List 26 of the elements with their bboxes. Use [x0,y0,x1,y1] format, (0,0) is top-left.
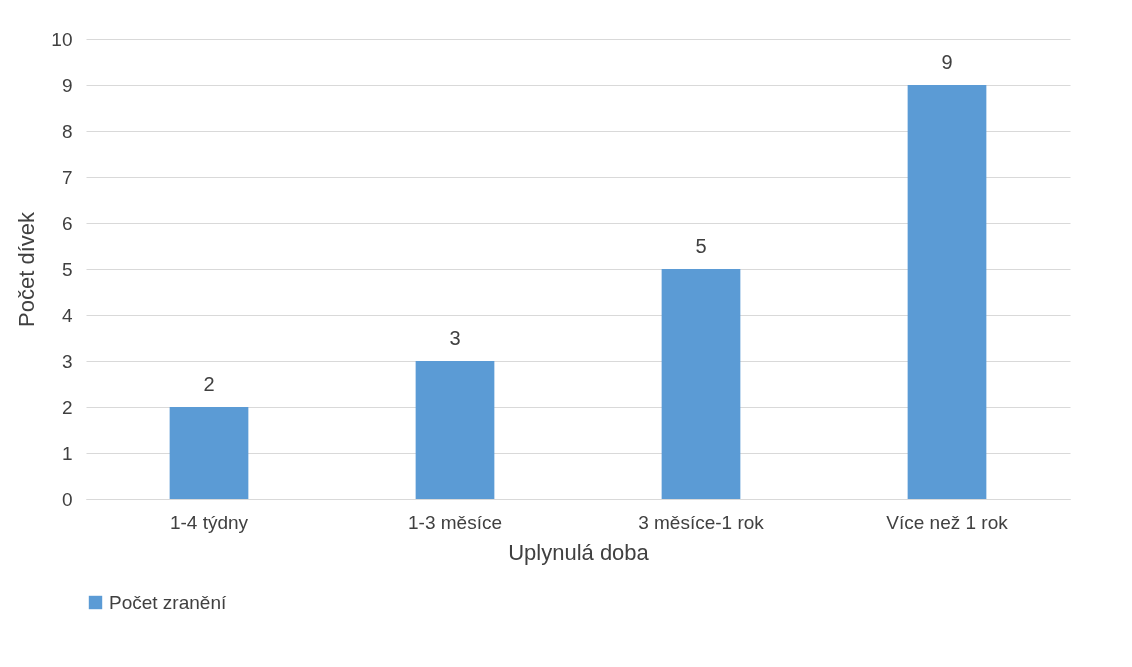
data-label: 2 [203,373,215,395]
y-tick-label: 2 [61,396,73,418]
y-tick-label: 4 [61,304,73,326]
legend-label: Počet zranění [109,591,227,613]
x-tick-label: 1-3 měsíce [408,511,502,533]
x-tick-label: 3 měsíce-1 rok [638,511,765,533]
y-tick-label: 3 [61,350,73,372]
x-axis-title: Uplynulá doba [508,539,650,565]
y-tick-label: 10 [51,28,73,50]
data-label: 5 [695,235,707,257]
y-tick-label: 7 [61,166,73,188]
y-tick-label: 1 [61,442,73,464]
data-label: 3 [449,327,461,349]
bar [169,407,249,499]
bar [415,361,495,499]
y-tick-label: 5 [61,258,73,280]
y-tick-label: 8 [61,120,73,142]
bar [907,85,987,499]
x-tick-label: 1-4 týdny [169,511,249,533]
y-axis-title: Počet dívek [14,211,40,327]
y-tick-label: 9 [61,74,73,96]
bar [661,269,741,499]
y-tick-label: 0 [61,488,73,510]
data-label: 9 [941,51,953,73]
x-tick-label: Více než 1 rok [886,511,1009,533]
y-tick-label: 6 [61,212,73,234]
